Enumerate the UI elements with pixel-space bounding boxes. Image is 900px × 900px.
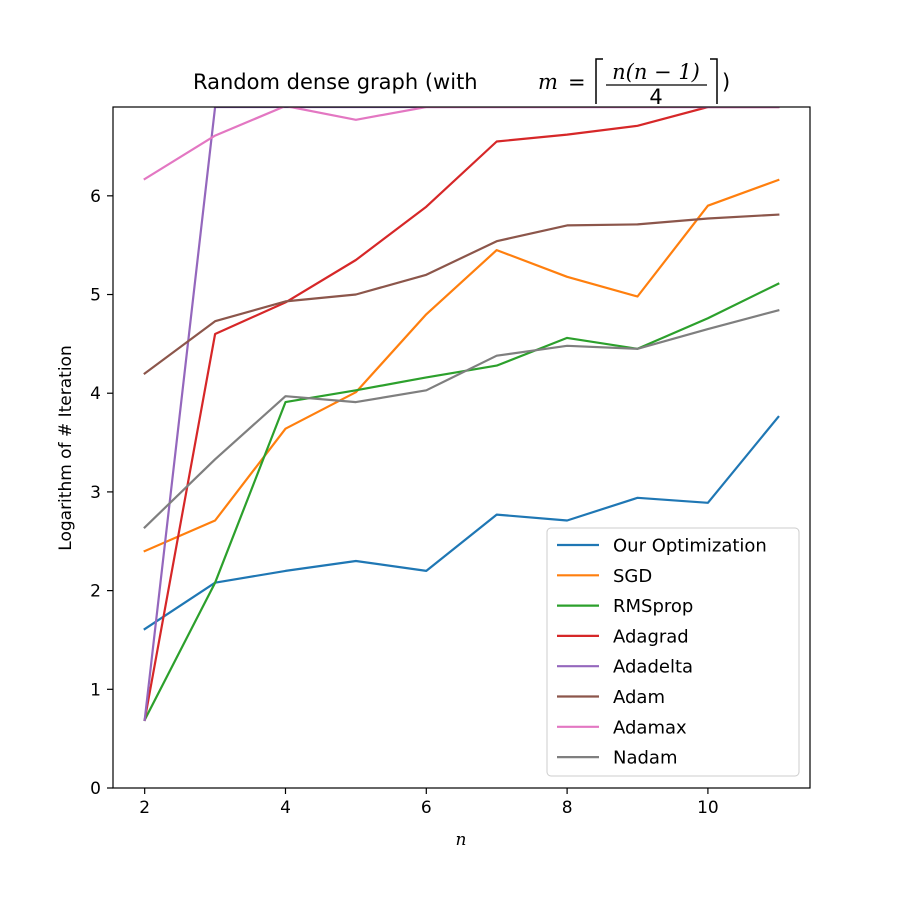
chart-title: Random dense graph (with m = n(n − 1) 4 …	[193, 58, 730, 109]
legend-label-adadelta: Adadelta	[613, 657, 693, 678]
y-tick-label: 0	[90, 779, 101, 799]
y-tick-label: 5	[90, 286, 101, 306]
x-tick-label: 8	[562, 798, 573, 818]
legend-label-adagrad: Adagrad	[613, 626, 689, 647]
x-tick-label: 2	[139, 798, 150, 818]
y-axis-label: Logarithm of # Iteration	[56, 345, 76, 550]
ceil-left-bracket	[595, 58, 603, 104]
series-layer	[143, 107, 780, 722]
x-axis-label: n	[456, 830, 467, 850]
chart-title-suffix: )	[722, 70, 730, 94]
title-math-lhs: m	[538, 70, 558, 94]
title-math-denominator: 4	[649, 85, 662, 109]
legend-label-nadam: Nadam	[613, 748, 678, 769]
legend-label-our-optimization: Our Optimization	[613, 536, 767, 557]
legend-label-rmsprop: RMSprop	[613, 596, 693, 617]
x-tick-label: 10	[697, 798, 719, 818]
plot-frame	[112, 106, 811, 789]
legend-label-sgd: SGD	[613, 566, 652, 587]
series-line-adam	[143, 213, 780, 376]
x-tick-label: 6	[421, 798, 432, 818]
series-line-adamax	[143, 107, 780, 181]
y-axis: 0 1 2 3 4 5 6	[90, 187, 113, 799]
legend-label-adamax: Adamax	[613, 717, 687, 738]
series-line-rmsprop	[143, 282, 780, 722]
legend: Our Optimization SGD RMSprop Adagrad Adadelt…	[546, 527, 800, 777]
y-tick-label: 2	[90, 582, 101, 602]
series-line-sgd	[143, 178, 780, 553]
title-math-numerator: n(n − 1)	[612, 60, 700, 84]
series-line-adagrad	[143, 107, 780, 722]
y-tick-label: 3	[90, 483, 101, 503]
y-tick-label: 1	[90, 680, 101, 700]
series-line-our-optimization	[143, 415, 780, 631]
title-math-eq: =	[568, 70, 586, 94]
legend-label-adam: Adam	[613, 687, 665, 708]
x-axis: 2 4 6 8 10	[139, 788, 719, 818]
ceil-right-bracket	[710, 58, 718, 104]
x-tick-label: 4	[280, 798, 291, 818]
series-line-nadam	[143, 308, 780, 529]
y-tick-label: 6	[90, 187, 101, 207]
legend-box	[546, 527, 800, 777]
chart-title-prefix: Random dense graph (with	[193, 70, 478, 94]
y-tick-label: 4	[90, 384, 101, 404]
